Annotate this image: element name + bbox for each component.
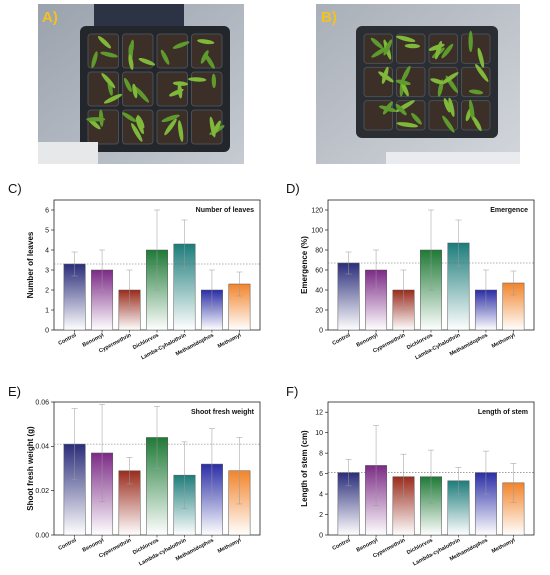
y-tick-label: 40	[315, 287, 323, 294]
x-tick-label: Lambda-cyhalothrin	[138, 537, 188, 567]
x-tick-label: Control	[331, 537, 351, 552]
y-tick-label: 0	[319, 532, 323, 539]
y-tick-label: 0.06	[35, 399, 49, 406]
photo-b	[316, 4, 520, 164]
y-axis-label: Emergence (%)	[300, 236, 309, 294]
chart-number-of-leaves: 0 1 2 3 4 5 6 Number of leaves Number of leaves C…	[26, 196, 268, 366]
x-tick-label: Control	[331, 332, 351, 347]
y-tick-label: 12	[315, 410, 323, 417]
y-tick-label: 6	[45, 207, 49, 214]
chart-shoot-fresh-weight: 0.00 0.02 0.04 0.06 Shoot fresh weight (g) Sh…	[26, 398, 268, 570]
y-tick-label: 120	[311, 207, 323, 214]
panel-letter-d: D)	[286, 181, 300, 196]
y-tick-label: 0	[319, 327, 323, 334]
y-tick-label: 0	[45, 327, 49, 334]
y-axis-label: Number of leaves	[26, 231, 35, 298]
x-tick-label: Methomyl	[217, 332, 243, 350]
y-tick-label: 4	[319, 491, 323, 498]
seedling-tray-photo-b	[316, 4, 520, 164]
y-tick-label: 0.00	[35, 532, 49, 539]
x-tick-label: Control	[57, 537, 77, 552]
y-tick-label: 2	[319, 512, 323, 519]
x-tick-label: Methomyl	[491, 537, 517, 555]
y-axis-label: Shoot fresh weight (g)	[26, 426, 35, 511]
chart-emergence: 0 20 40 60 80 100 120 Emergence (%) Emergence Con…	[300, 196, 542, 366]
y-tick-label: 80	[315, 247, 323, 254]
x-tick-label: Methomyl	[217, 537, 243, 555]
y-tick-label: 3	[45, 267, 49, 274]
seedling-tray-photo-a	[38, 4, 244, 164]
y-tick-label: 1	[45, 307, 49, 314]
photo-a-label: A)	[42, 9, 58, 26]
panel-letter-c: C)	[8, 181, 22, 196]
chart-title: Shoot fresh weight	[191, 409, 255, 416]
x-tick-label: Control	[57, 332, 77, 347]
y-tick-label: 2	[45, 287, 49, 294]
x-tick-label: Methomyl	[491, 332, 517, 350]
y-tick-label: 0.04	[35, 444, 49, 451]
y-tick-label: 6	[319, 471, 323, 478]
y-tick-label: 100	[311, 227, 323, 234]
y-tick-label: 5	[45, 227, 49, 234]
y-tick-label: 0.02	[35, 488, 49, 495]
panel-letter-e: E)	[8, 384, 21, 399]
panel-letter-f: F)	[286, 384, 299, 399]
x-tick-label: Lambda-cyhalothrin	[412, 537, 462, 567]
chart-title: Emergence	[490, 207, 528, 214]
y-tick-label: 10	[315, 430, 323, 437]
chart-title: Length of stem	[478, 409, 528, 416]
photo-b-label: B)	[321, 9, 337, 26]
y-tick-label: 60	[315, 267, 323, 274]
chart-title: Number of leaves	[196, 207, 254, 214]
y-tick-label: 8	[319, 451, 323, 458]
y-tick-label: 20	[315, 307, 323, 314]
chart-length-of-stem: 0 2 4 6 8 10 12 Length of stem (cm) Length of st…	[300, 398, 542, 570]
y-axis-label: Length of stem (cm)	[300, 430, 309, 507]
y-tick-label: 4	[45, 247, 49, 254]
photo-a	[38, 4, 244, 164]
